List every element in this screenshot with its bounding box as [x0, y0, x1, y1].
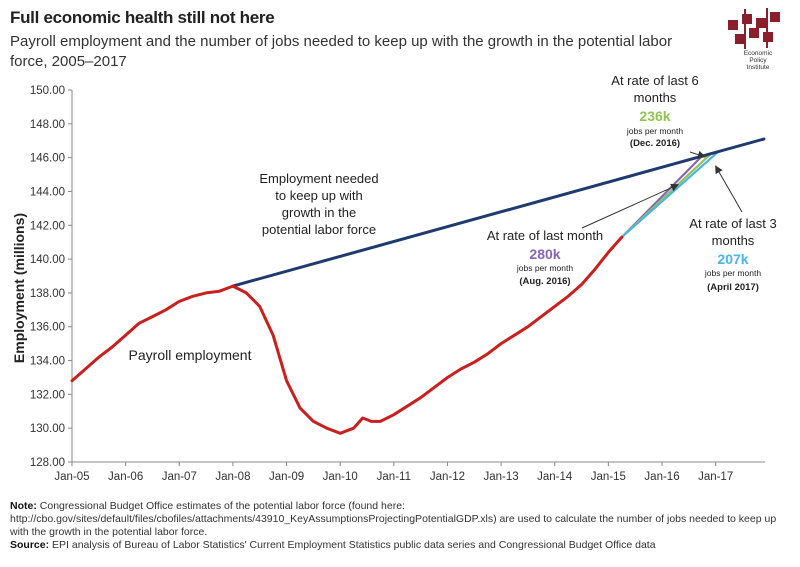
- y-tick-label: 132.00: [30, 389, 65, 401]
- y-tick-label: 128.00: [30, 457, 65, 469]
- series-line-last-3-months: [620, 150, 720, 239]
- last-month-label: At rate of last month: [487, 228, 603, 243]
- series-line-payroll: [70, 235, 624, 435]
- employment-chart: 128.00 130.00 132.00 134.00 136.00 138.00 140.…: [11, 73, 777, 483]
- needed-series-label: Employment needed: [259, 171, 378, 186]
- y-tick-label: 130.00: [30, 423, 65, 435]
- six-month-value: 236k: [639, 108, 670, 124]
- y-tick-label: 150.00: [30, 85, 65, 97]
- note-label: Note:: [10, 500, 37, 512]
- three-month-unit: jobs per month: [704, 268, 761, 278]
- last-month-value: 280k: [529, 246, 560, 262]
- six-month-unit: jobs per month: [626, 126, 683, 136]
- x-tick-label: Jan-05: [54, 471, 89, 483]
- y-tick-label: 144.00: [30, 186, 65, 198]
- logo-text-line: Policy: [749, 57, 767, 64]
- x-tick-label: Jan-12: [430, 471, 465, 483]
- source-label: Source:: [10, 539, 50, 551]
- six-month-label: months: [634, 90, 677, 105]
- chart-title: Full economic health still not here: [10, 8, 275, 27]
- y-tick-label: 146.00: [30, 153, 65, 165]
- y-tick-label: 134.00: [30, 356, 65, 368]
- x-tick-label: Jan-06: [108, 471, 143, 483]
- last-month-date: (Aug. 2016): [519, 276, 570, 287]
- x-tick-label: Jan-07: [162, 471, 197, 483]
- needed-series-label: to keep up with: [275, 188, 362, 203]
- logo-text-line: Economic: [743, 50, 773, 57]
- chart-notes: Note: Congressional Budget Office estima…: [10, 500, 790, 552]
- last-month-arrow: [581, 183, 680, 229]
- epi-logo-icon: [728, 8, 780, 49]
- y-tick-label: 142.00: [30, 220, 65, 232]
- needed-series-label: growth in the: [282, 205, 356, 220]
- x-tick-label: Jan-15: [591, 471, 626, 483]
- x-tick-label: Jan-13: [484, 471, 519, 483]
- three-month-label: months: [712, 233, 755, 248]
- source-line: Source: EPI analysis of Bureau of Labor …: [10, 539, 790, 552]
- y-tick-label: 136.00: [30, 322, 65, 334]
- six-month-arrow: [689, 150, 706, 159]
- x-tick-label: Jan-10: [323, 471, 358, 483]
- x-tick-label: Jan-16: [644, 471, 679, 483]
- y-tick-label: 140.00: [30, 254, 65, 266]
- three-month-value: 207k: [717, 251, 748, 267]
- series-line-needed: [231, 137, 766, 288]
- payroll-series-label: Payroll employment: [129, 347, 252, 363]
- logo-text-line: Institute: [746, 64, 770, 71]
- y-axis-label: Employment (millions): [11, 213, 27, 363]
- three-month-date: (April 2017): [707, 282, 759, 293]
- x-tick-label: Jan-17: [698, 471, 733, 483]
- x-tick-label: Jan-08: [215, 471, 250, 483]
- chart-subtitle: Payroll employment and the number of job…: [10, 33, 673, 70]
- three-month-label: At rate of last 3: [689, 216, 776, 231]
- x-tick-label: Jan-14: [537, 471, 573, 483]
- six-month-label: At rate of last 6: [611, 73, 698, 88]
- x-tick-label: Jan-09: [269, 471, 304, 483]
- note-text: Congressional Budget Office estimates of…: [10, 500, 777, 538]
- source-text: EPI analysis of Bureau of Labor Statisti…: [52, 539, 656, 551]
- last-month-unit: jobs per month: [516, 263, 573, 273]
- y-tick-label: 148.00: [30, 119, 65, 131]
- three-month-arrow: [715, 165, 743, 213]
- logo-text: Economic Policy Institute: [728, 50, 788, 71]
- six-month-date: (Dec. 2016): [630, 138, 680, 149]
- y-tick-label: 138.00: [30, 288, 65, 300]
- x-tick-label: Jan-11: [377, 471, 411, 483]
- needed-series-label: potential labor force: [262, 222, 376, 237]
- note-line: Note: Congressional Budget Office estima…: [10, 500, 790, 539]
